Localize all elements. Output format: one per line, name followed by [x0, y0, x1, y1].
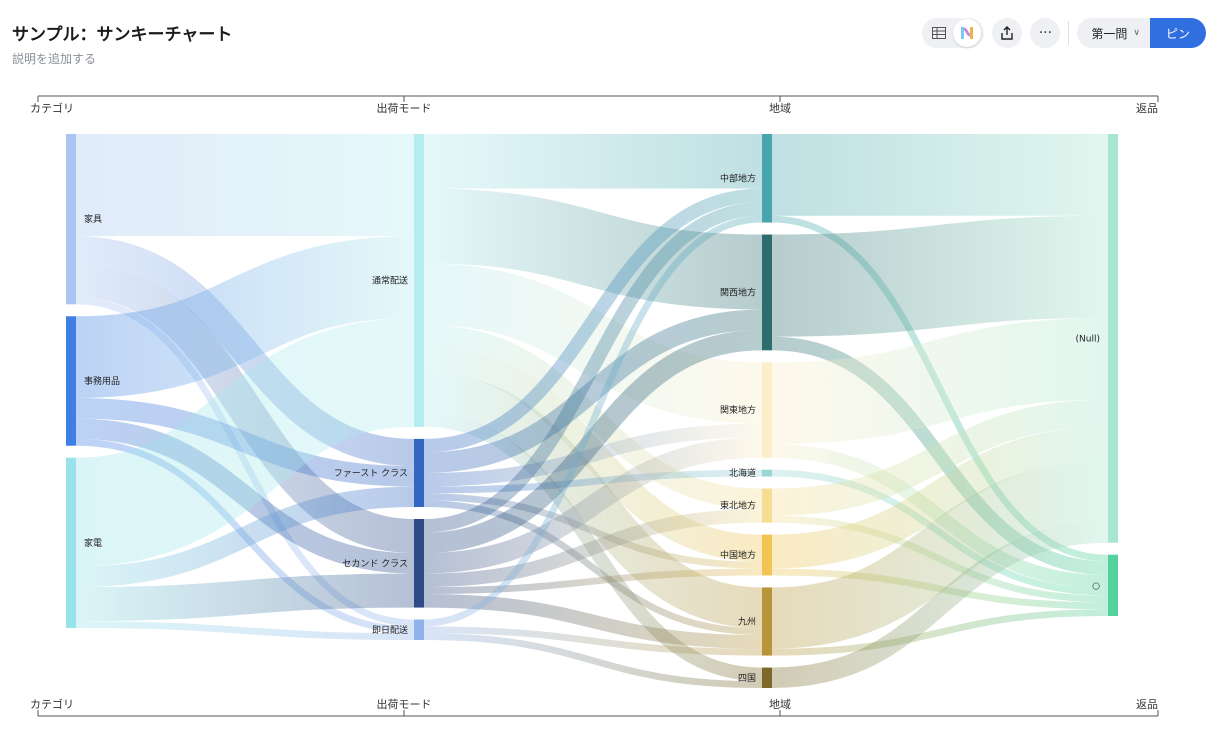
sankey-node[interactable] [762, 134, 772, 223]
node-label: 通常配送 [372, 274, 408, 286]
sankey-node[interactable] [762, 587, 772, 656]
toolbar: ··· 第一問 ∨ ピン [922, 17, 1206, 49]
more-icon[interactable]: ··· [1030, 18, 1061, 48]
sankey-link[interactable] [423, 263, 763, 424]
axis-label-1: 出荷モード [377, 697, 432, 711]
node-label: 家電 [84, 537, 102, 549]
axis-label-3: 返品 [1136, 102, 1158, 115]
axis-label-2: 地域 [769, 102, 791, 115]
sankey-link[interactable] [771, 609, 1109, 656]
sankey-link[interactable] [771, 399, 1109, 516]
node-label: 家具 [84, 213, 102, 225]
node-label: 九州 [738, 617, 756, 628]
chevron-down-icon: ∨ [1133, 28, 1140, 38]
sankey-link[interactable] [423, 309, 763, 473]
sankey-link[interactable] [423, 215, 763, 627]
node-label: 中部地方 [720, 172, 756, 184]
sankey-node[interactable] [66, 316, 76, 446]
add-description-link[interactable]: 説明を追加する [12, 52, 97, 66]
node-label: 中国地方 [720, 549, 756, 561]
sankey-link[interactable] [74, 317, 416, 567]
sankey-link[interactable] [423, 329, 763, 554]
sankey-link[interactable] [75, 486, 415, 588]
sankey-link[interactable] [423, 633, 763, 688]
sankey-node[interactable] [762, 234, 772, 351]
sankey-link[interactable] [423, 508, 763, 588]
pin-split-button: 第一問 ∨ ピン [1077, 18, 1206, 48]
sankey-link[interactable] [423, 568, 763, 594]
sankey-node[interactable] [414, 519, 424, 608]
sankey-link[interactable] [771, 317, 1109, 445]
sankey-link[interactable] [423, 188, 763, 310]
node-label: 即日配送 [372, 624, 408, 636]
node-label: 関東地方 [720, 404, 756, 416]
share-icon[interactable] [992, 18, 1023, 48]
sankey-link[interactable] [771, 426, 1109, 569]
view-toggle-group [922, 18, 985, 48]
node-label: ○ [1092, 581, 1100, 591]
dashboard-dropdown-label: 第一問 [1091, 26, 1128, 41]
sankey-link[interactable] [771, 215, 1109, 337]
sankey-node[interactable] [414, 619, 424, 640]
sankey-link[interactable] [75, 621, 415, 640]
sankey-node[interactable] [762, 488, 772, 523]
sankey-node[interactable] [414, 134, 424, 427]
axis-label-0: カテゴリ [30, 697, 74, 711]
links-layer [74, 133, 1109, 689]
node-label: 四国 [738, 673, 756, 684]
sankey-link[interactable] [771, 460, 1109, 649]
sankey-link[interactable] [423, 188, 763, 453]
node-label: ファースト クラス [334, 468, 408, 479]
axis-label-2: 地域 [769, 698, 791, 711]
sankey-node[interactable] [762, 667, 772, 688]
toolbar-divider [1068, 21, 1070, 45]
node-label: 北海道 [729, 467, 756, 479]
sankey-link[interactable] [423, 469, 763, 494]
sankey-link[interactable] [423, 493, 763, 569]
sankey-link[interactable] [423, 437, 763, 574]
sankey-node[interactable] [66, 457, 76, 628]
sankey-node[interactable] [414, 438, 424, 508]
sankey-node[interactable] [762, 534, 772, 576]
sankey-node[interactable] [1108, 134, 1118, 543]
table-icon[interactable] [925, 19, 953, 47]
sankey-link[interactable] [423, 202, 763, 533]
dashboard-dropdown[interactable]: 第一問 ∨ [1077, 18, 1150, 48]
sankey-link[interactable] [771, 522, 1109, 689]
axis-label-3: 返品 [1136, 698, 1158, 711]
sankey-node[interactable] [1108, 554, 1118, 616]
axis-label-1: 出荷モード [377, 101, 432, 115]
sankey-node[interactable] [66, 134, 76, 305]
sankey-node[interactable] [762, 362, 772, 458]
node-label: セカンド クラス [342, 558, 408, 569]
node-label: 関西地方 [720, 286, 756, 298]
node-label: 東北地方 [720, 500, 756, 512]
sankey-link[interactable] [75, 236, 415, 399]
sankey-link[interactable] [423, 626, 763, 656]
chart-icon[interactable] [953, 19, 982, 47]
node-label: 事務用品 [84, 375, 120, 387]
page-title: サンプル：サンキーチャート [12, 25, 233, 45]
axis-label-0: カテゴリ [30, 101, 74, 115]
pin-button[interactable]: ピン [1149, 18, 1206, 48]
sankey-link[interactable] [75, 573, 415, 622]
node-label: (Null) [1076, 334, 1100, 344]
sankey-node[interactable] [762, 469, 772, 477]
